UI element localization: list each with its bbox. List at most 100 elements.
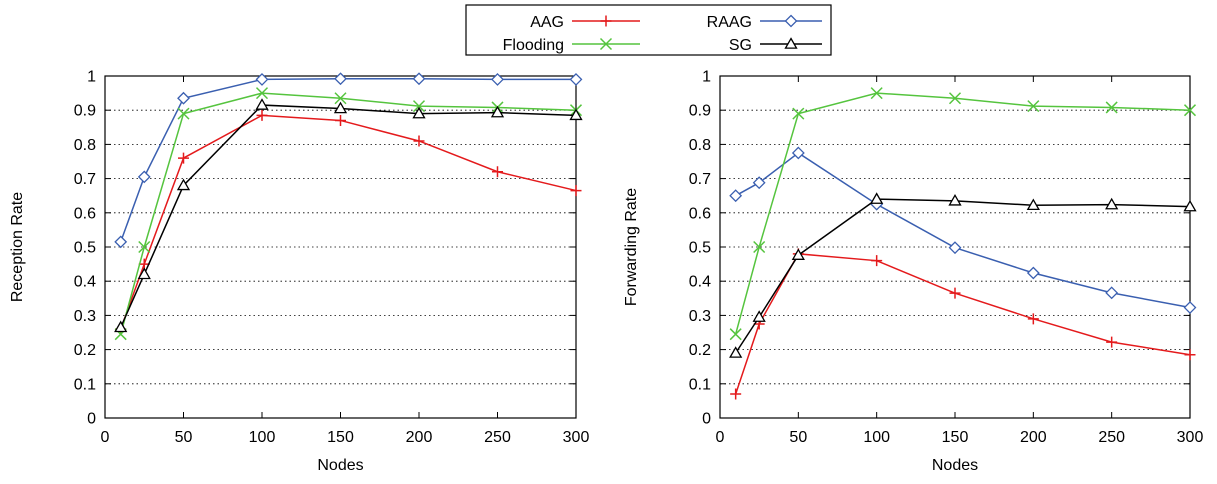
legend-marker [784,14,798,28]
series-line-aag [734,253,1191,395]
y-tick-label: 0.8 [689,137,711,154]
legend-label: AAG [530,14,564,31]
series-aag [115,109,582,335]
x-tick-label: 250 [1098,429,1125,446]
data-point-raag [177,91,190,105]
data-point-sg [333,101,348,114]
data-point-aag [413,135,425,147]
y-tick-label: 0.1 [689,376,711,393]
data-point-raag [791,146,805,160]
y-tick-label: 0.5 [74,240,96,257]
y-tick-label: 0.8 [74,137,96,154]
y-tick-label: 1 [702,69,711,86]
x-tick-label: 100 [249,429,276,446]
legend-marker [784,37,798,49]
y-tick-label: 0.9 [74,103,96,120]
x-tick-label: 50 [789,429,807,446]
data-point-sg [114,320,128,333]
y-tick-label: 0.7 [74,171,96,188]
legend-entry-sg: SG [729,37,822,54]
legend-label: SG [729,37,752,54]
data-point-sg [870,192,884,204]
x-tick-label: 300 [563,429,590,446]
data-point-sg [137,267,151,280]
legend-entry-raag: RAAG [707,14,822,31]
data-point-sg [729,346,743,358]
data-point-flooding [870,87,883,100]
legend-marker [600,15,612,27]
data-point-flooding [1105,101,1118,114]
y-tick-label: 0.3 [74,308,96,325]
legend-entry-aag: AAG [530,14,640,31]
data-point-flooding [753,240,766,254]
y-axis-title: Forwarding Rate [623,188,640,306]
data-point-raag [334,72,347,86]
data-point-raag [1183,301,1197,314]
data-point-sg [412,106,426,119]
data-point-raag [1105,286,1119,300]
x-axis-title: Nodes [317,457,363,474]
data-point-aag [178,152,189,164]
series-line-sg [120,104,577,328]
series-flooding [729,87,1197,341]
data-point-raag [412,72,426,86]
y-tick-label: 0.4 [74,274,96,291]
data-point-raag [114,235,128,249]
x-tick-label: 250 [484,429,511,446]
data-point-aag [871,255,883,267]
x-axis-title: Nodes [932,457,978,474]
data-point-sg [255,98,269,110]
data-point-sg [791,248,805,260]
data-point-sg [752,310,766,322]
data-point-sg [490,105,505,118]
data-point-aag [492,166,503,178]
series-line-sg [735,198,1191,354]
data-point-aag [1027,313,1039,325]
y-tick-label: 0.9 [689,103,711,120]
legend-box [465,4,832,56]
data-point-flooding [177,107,190,120]
data-point-aag [730,388,742,400]
x-tick-label: 0 [101,429,110,446]
data-point-aag [1106,336,1118,348]
y-tick-label: 0.6 [74,205,96,222]
y-tick-label: 0.5 [689,240,711,257]
data-point-sg [176,178,191,191]
series-sg [114,98,583,333]
y-tick-label: 0.2 [74,342,96,359]
y-tick-label: 0.1 [74,376,96,393]
legend-entry-flooding: Flooding [503,37,640,54]
data-point-raag [569,73,583,86]
x-tick-label: 150 [327,429,354,446]
series-line-flooding [734,92,1191,335]
data-point-flooding [138,240,151,254]
x-tick-label: 200 [1020,429,1047,446]
data-point-sg [1026,198,1040,211]
data-point-aag [335,114,346,126]
series-line-flooding [119,92,577,335]
series-line-raag [735,152,1191,309]
series-line-aag [119,114,577,330]
x-tick-label: 50 [175,429,193,446]
data-point-aag [1184,349,1196,361]
data-point-flooding [729,328,742,341]
x-tick-label: 150 [942,429,969,446]
y-tick-label: 0.2 [689,342,711,359]
data-point-flooding [255,87,269,100]
data-point-aag [949,287,961,299]
series-flooding [114,87,583,341]
data-point-raag [1026,266,1040,280]
y-tick-label: 1 [87,69,96,86]
legend-label: Flooding [503,37,564,54]
series-aag [730,248,1196,400]
data-point-flooding [1027,100,1040,113]
chart-forwarding-rate: 0 0.1 0.2 0.3 0.4 0.5 0.6 0.7 0.8 0.9 1 0 50 100 150 20… [623,69,1203,475]
data-point-sg [1105,197,1119,210]
legend-label: RAAG [707,14,752,31]
data-point-flooding [1183,104,1197,117]
series-raag [114,72,583,249]
legend-marker [599,37,613,51]
data-point-sg [1183,199,1197,212]
data-point-aag [256,109,268,121]
x-tick-label: 300 [1177,429,1204,446]
